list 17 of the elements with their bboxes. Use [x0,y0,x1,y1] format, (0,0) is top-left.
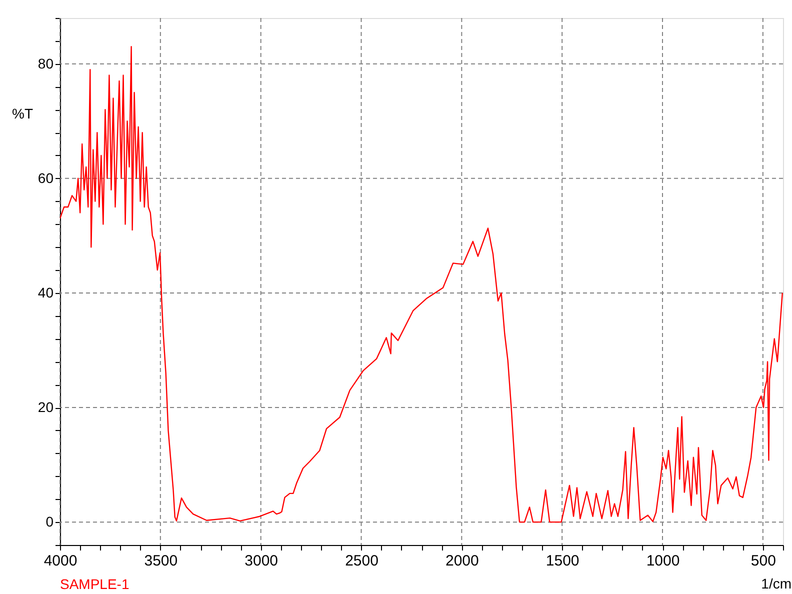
x-tick-label: 1500 [546,552,580,570]
x-tick-label: 500 [750,552,776,570]
y-tick-label: 0 [46,514,54,530]
y-axis-title: %T [12,106,34,122]
x-tick-label: 2000 [445,552,479,570]
line-series [60,46,783,523]
x-tick-label: 3000 [244,552,278,570]
x-tick-label: 2500 [345,552,378,570]
text: SAMPLE-1 [60,576,130,592]
y-tick-label: 20 [38,399,54,416]
x-tick-label: 3500 [144,552,178,570]
x-axis-title: 1/cm [761,576,792,592]
y-tick-label: 60 [38,170,54,186]
y-tick-label: 80 [38,55,54,72]
y-tick-label: 40 [38,284,54,300]
x-tick-label: 4000 [44,552,78,570]
x-tick-label: 1000 [646,552,680,570]
